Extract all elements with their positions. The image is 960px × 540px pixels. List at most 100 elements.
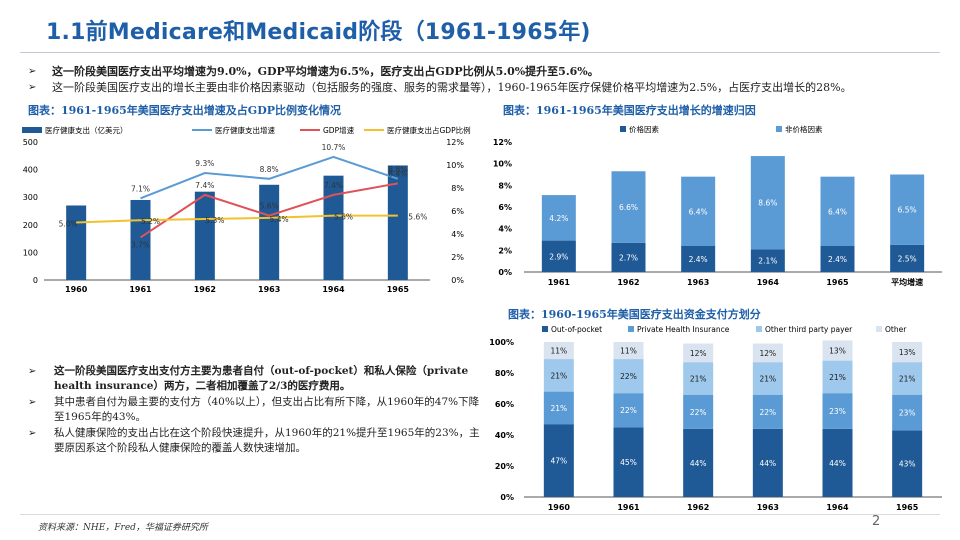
footer-divider [20,514,940,515]
chart3-svg: 0% 20% 40% 60% 80% 100% 1960 1961 1962 1963 1964 19… [489,325,942,512]
legend-swatch [620,126,626,132]
data-label: 22% [620,406,637,415]
data-label: 10.7% [322,143,346,152]
data-label: 6.4% [828,207,847,216]
x-tick-label: 1965 [896,503,919,512]
data-label: 4.2% [549,214,568,223]
legend-swatch [22,127,42,133]
page-title: 1.1前Medicare和Medicaid阶段（1961-1965年) [46,20,591,45]
bar-segment-payer [683,428,714,497]
legend-swatch [542,326,548,332]
bar-segment-nonprice [750,156,785,250]
bar-segment-payer [613,393,644,428]
data-label: 7.1% [131,184,150,193]
bar-segment-payer [752,343,783,363]
bullet-arrow-icon: ➢ [28,397,37,408]
data-label: 13% [899,348,916,357]
data-label: 6.5% [898,206,917,215]
y-right-tick-label: 0% [451,276,464,285]
bullet-text: 这一阶段美国医疗支出平均增速为9.0%，GDP平均增速为6.5%，医疗支出占GD… [52,65,599,78]
x-tick-label: 平均增速 [891,277,923,287]
x-tick-label: 1963 [687,278,709,287]
data-label: 45% [620,458,637,467]
x-tick-label: 1964 [322,285,345,294]
bar-segment-payer [613,427,644,497]
bar-segment-nonprice [611,171,646,243]
data-label: 5.3% [205,216,224,225]
data-label: 12% [690,349,707,358]
bar-segment-nonprice [890,174,925,245]
bullet-arrow-icon: ➢ [28,82,37,93]
data-label: 8.4% [388,169,407,178]
data-label: 9.3% [195,159,214,168]
bullet-text: 这一阶段美国医疗支出的增长主要由非价格因素驱动（包括服务的强度、服务的需求量等）… [52,81,852,94]
data-label: 21% [550,371,567,380]
bar-segment-payer [892,430,923,497]
data-label: 23% [899,409,916,418]
bar-segment-payer [822,393,853,429]
y-tick-label: 60% [495,400,514,409]
bar-segment-price [820,246,855,272]
bar-segment-payer [543,424,574,497]
chart2-title: 图表：1961-1965年美国医疗支出增长的增速归因 [503,104,756,117]
x-tick-label: 1961 [548,278,571,287]
legend-label: Other third party payer [765,325,853,334]
legend-label: 医疗健康支出（亿美元） [45,125,128,135]
legend-label: 价格因素 [629,124,659,134]
bar-segment-payer [892,342,923,363]
data-label: 7.4% [195,181,214,190]
x-tick-label: 1962 [687,503,709,512]
data-label: 47% [550,457,567,466]
y-tick-label: 80% [495,369,514,378]
bar-segment-payer [752,394,783,429]
paragraph-text: 这一阶段美国医疗支出支付方主要为患者自付（out-of-pocket）和私人保险… [54,365,469,392]
bar-segment-price [541,240,576,272]
paragraph-item: ➢ 其中患者自付为最主要的支付方（40%以上），但支出占比有所下降，从1960年的… [28,395,483,425]
y-tick-label: 6% [498,203,512,212]
data-label: 3.7% [131,240,150,249]
summary-bullets: ➢ 这一阶段美国医疗支出平均增速为9.0%，GDP平均增速为6.5%，医疗支出占G… [28,64,948,96]
legend-label: 医疗健康支出增速 [215,125,275,135]
paragraph-item: ➢ 私人健康保险的支出占比在这个阶段快速提升，从1960年的21%提升至1965年… [28,426,483,456]
legend-swatch [776,126,782,132]
bar-segment-payer [822,428,853,497]
x-tick-label: 1961 [617,503,640,512]
x-tick-label: 1963 [757,503,779,512]
bar-health-expenditure [259,184,280,280]
data-label: 22% [690,408,707,417]
y-left-tick-label: 300 [23,193,38,202]
data-label: 5.6% [408,213,427,222]
bar-segment-payer [543,359,574,392]
y-tick-label: 10% [493,160,512,169]
data-label: 23% [829,407,846,416]
page-number: 2 [872,514,881,529]
chart1-svg: 0 100 200 300 400 500 0% 2% 4% 6% 8% 10% 12% 1960 1961… [22,125,471,294]
data-label: 21% [899,374,916,383]
data-label: 11% [550,347,567,356]
bar-health-expenditure [194,191,215,280]
x-tick-label: 1963 [258,285,280,294]
source-note: 资料来源：NHE，Fred，华福证券研究所 [38,523,208,533]
bar-segment-payer [822,340,853,361]
bar-segment-payer [613,342,644,360]
x-tick-label: 1962 [617,278,639,287]
x-tick-label: 1965 [387,285,410,294]
bar-segment-nonprice [681,176,716,246]
data-label: 8.6% [758,199,777,208]
legend-label: Private Health Insurance [637,325,730,334]
data-label: 5.6% [334,213,353,222]
y-tick-label: 20% [495,462,514,471]
paragraph-text: 私人健康保险的支出占比在这个阶段快速提升，从1960年的21%提升至1965年的… [54,427,480,454]
y-tick-label: 40% [495,431,514,440]
data-label: 44% [829,459,846,468]
data-label: 8.8% [260,165,279,174]
x-tick-label: 1961 [129,285,152,294]
series-line [139,182,399,239]
series-line [140,155,399,200]
data-label: 11% [620,347,637,356]
y-tick-label: 100% [489,338,514,347]
legend-swatch [628,326,634,332]
bar-segment-payer [752,428,783,497]
y-right-tick-label: 12% [446,138,464,147]
bar-segment-payer [543,391,574,425]
